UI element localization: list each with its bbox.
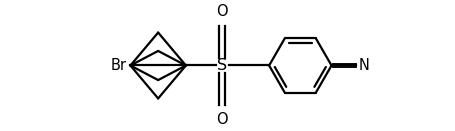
Text: Br: Br — [110, 58, 126, 73]
Text: S: S — [217, 58, 228, 73]
Text: O: O — [217, 4, 228, 19]
Text: O: O — [217, 112, 228, 127]
Text: N: N — [358, 58, 369, 73]
